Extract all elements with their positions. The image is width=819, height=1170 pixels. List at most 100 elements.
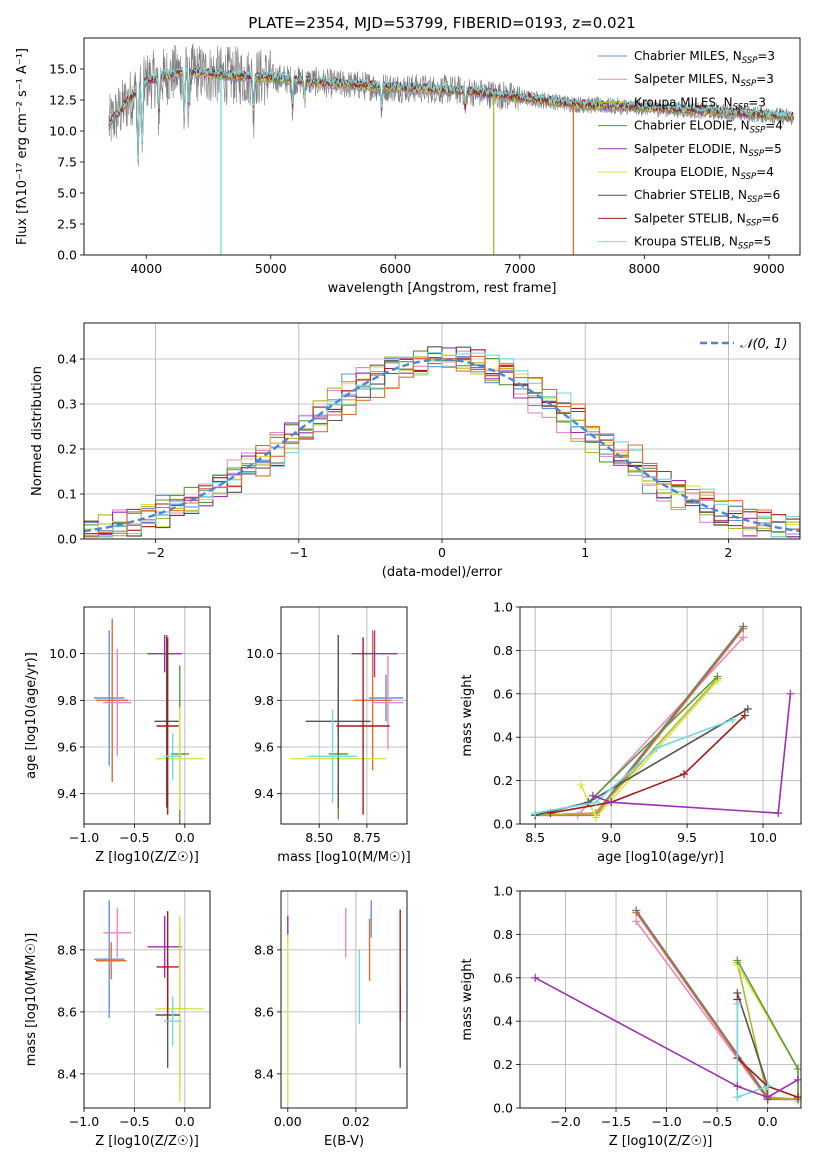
y-tick-label: 0.3: [57, 397, 77, 412]
weight-marker: [739, 622, 748, 631]
x-tick-label: −1.5: [601, 1114, 631, 1129]
y-tick-label: 0.4: [57, 352, 77, 367]
y-tick-label: 1.0: [493, 600, 513, 615]
axes-frame: [280, 606, 408, 825]
axes-age_vs_Z: −1.0 −0.5 0.0 9.4 9.6 9.8 10.0 Z [log10(Z/Z☉)] a…: [24, 606, 211, 865]
x-tick-label: −0.5: [702, 1114, 732, 1129]
y-tick-label: 15.0: [49, 62, 77, 77]
weight-line-9: [736, 1003, 768, 1099]
x-tick-label: 8.75: [353, 830, 381, 845]
weight-line-8: [550, 714, 746, 814]
x-tick-label: 0.02: [342, 1114, 370, 1129]
weight-marker: [652, 744, 661, 753]
x-tick-label: −1.0: [69, 1114, 99, 1129]
weight-marker: [607, 798, 616, 807]
weight-line-1: [535, 636, 744, 817]
legend-label: Chabrier MILES, NSSP=3: [634, 49, 775, 66]
weight-marker: [576, 780, 585, 789]
x-axis-label: E(B-V): [324, 1134, 364, 1149]
axes-frame: [519, 606, 802, 825]
y-tick-label: 0.2: [57, 442, 77, 457]
plot-area-mass_vs_ebv: [287, 900, 401, 1102]
weight-marker: [584, 798, 593, 807]
legend-label: Salpeter MILES, NSSP=3: [634, 72, 774, 89]
y-tick-label: 8.4: [57, 1066, 77, 1081]
y-tick-label: 0.0: [493, 1101, 513, 1116]
weight-marker: [740, 711, 749, 720]
figure-title: PLATE=2354, MJD=53799, FIBERID=0193, z=0…: [248, 14, 635, 32]
x-tick-label: 1: [581, 545, 589, 560]
x-tick-label: 0.0: [175, 1114, 195, 1129]
weight-line-10: [592, 693, 792, 814]
weight-marker: [531, 809, 540, 818]
y-tick-label: 1.0: [493, 884, 513, 899]
weight-line-2: [535, 628, 744, 817]
y-tick-label: 9.6: [254, 740, 274, 755]
y-axis-label: Flux [fλ10⁻¹⁷ erg cm⁻² s⁻¹ A⁻¹]: [15, 48, 30, 245]
weight-marker: [680, 770, 689, 779]
y-tick-label: 9.4: [254, 786, 274, 801]
y-tick-label: 8.8: [57, 942, 77, 957]
weight-marker: [591, 798, 600, 807]
y-tick-label: 8.6: [57, 1004, 77, 1019]
weight-marker: [763, 1082, 772, 1091]
x-tick-label: 4000: [130, 261, 162, 276]
plot-area-age_vs_Z: [94, 618, 204, 824]
weight-marker: [733, 956, 742, 965]
plot-area-residuals: [84, 346, 800, 538]
y-tick-label: 12.5: [49, 93, 77, 108]
axes-frame: [83, 37, 801, 256]
x-tick-label: 5000: [255, 261, 287, 276]
y-tick-label: 9.8: [57, 693, 77, 708]
y-axis-label: age [log10(age/yr)]: [24, 652, 39, 779]
weight-marker: [713, 672, 722, 681]
x-tick-label: −0.5: [119, 1114, 149, 1129]
panels: 4000 5000 6000 7000 8000 90000.02.55.07.510.0…: [15, 37, 802, 1149]
weight-marker: [743, 704, 752, 713]
y-tick-label: 0.4: [493, 730, 513, 745]
axes-spectrum: 4000 5000 6000 7000 8000 9000 0.0 2.5 5.0 7.5 10.0…: [15, 37, 801, 296]
y-axis-label: Normed distribution: [30, 366, 45, 496]
axes-residuals: −2 −1 0 1 2 0.0 0.1 0.2 0.3 0.4 (data-model)/error…: [30, 322, 801, 580]
y-tick-label: 9.8: [254, 693, 274, 708]
x-tick-label: 8.50: [305, 830, 333, 845]
x-tick-label: −1: [290, 545, 308, 560]
legend-label: Kroupa ELODIE, NSSP=4: [634, 165, 774, 182]
weight-marker: [531, 973, 540, 982]
legend-label: Kroupa STELIB, NSSP=5: [634, 235, 771, 252]
y-tick-label: 0.6: [493, 970, 513, 985]
weight-line-4: [535, 678, 719, 817]
y-tick-label: 0.0: [493, 817, 513, 832]
axes-mass_weight_vs_age: 8.5 9.0 9.5 10.0 0.0 0.2 0.4 0.6 0.8 1.0 age [log1…: [460, 600, 802, 865]
y-tick-label: 8.8: [254, 942, 274, 957]
y-tick-label: 9.6: [57, 740, 77, 755]
x-axis-label: mass [log10(M/M☉)]: [277, 850, 410, 865]
weight-marker: [774, 809, 783, 818]
legend-label: Salpeter ELODIE, NSSP=5: [634, 142, 782, 159]
axes-frame: [280, 890, 408, 1109]
x-tick-label: −1.0: [651, 1114, 681, 1129]
model-line-8: [108, 66, 794, 158]
legend-label: Chabrier ELODIE, NSSP=4: [634, 119, 783, 136]
y-tick-label: 0.0: [57, 248, 77, 263]
weight-marker: [786, 689, 795, 698]
axes-mass_weight_vs_Z: −2.0 −1.5 −1.0 −0.5 0.0 0.0 0.2 0.4 0.6 0.8 1.0 Z […: [460, 884, 802, 1149]
weight-marker: [588, 791, 597, 800]
y-tick-label: 10.0: [49, 646, 77, 661]
x-axis-label: Z [log10(Z/Z☉)]: [95, 1134, 199, 1149]
x-axis-label: (data-model)/error: [382, 565, 503, 580]
axes-mass_vs_Z: −1.0 −0.5 0.0 8.4 8.6 8.8 Z [log10(Z/Z☉)] mass …: [24, 890, 211, 1149]
weight-line-9: [535, 719, 733, 814]
weight-line-10: [534, 977, 799, 1099]
x-tick-label: −0.5: [119, 830, 149, 845]
x-tick-label: −2: [146, 545, 164, 560]
x-tick-label: 6000: [379, 261, 411, 276]
x-axis-label: age [log10(age/yr)]: [597, 850, 724, 865]
x-axis-label: Z [log10(Z/Z☉)]: [609, 1134, 713, 1149]
x-axis-label: Z [log10(Z/Z☉)]: [95, 850, 199, 865]
x-tick-label: 9.5: [677, 830, 697, 845]
weight-marker: [733, 1093, 742, 1102]
y-tick-label: 10.0: [246, 646, 274, 661]
x-tick-label: 8.5: [525, 830, 545, 845]
